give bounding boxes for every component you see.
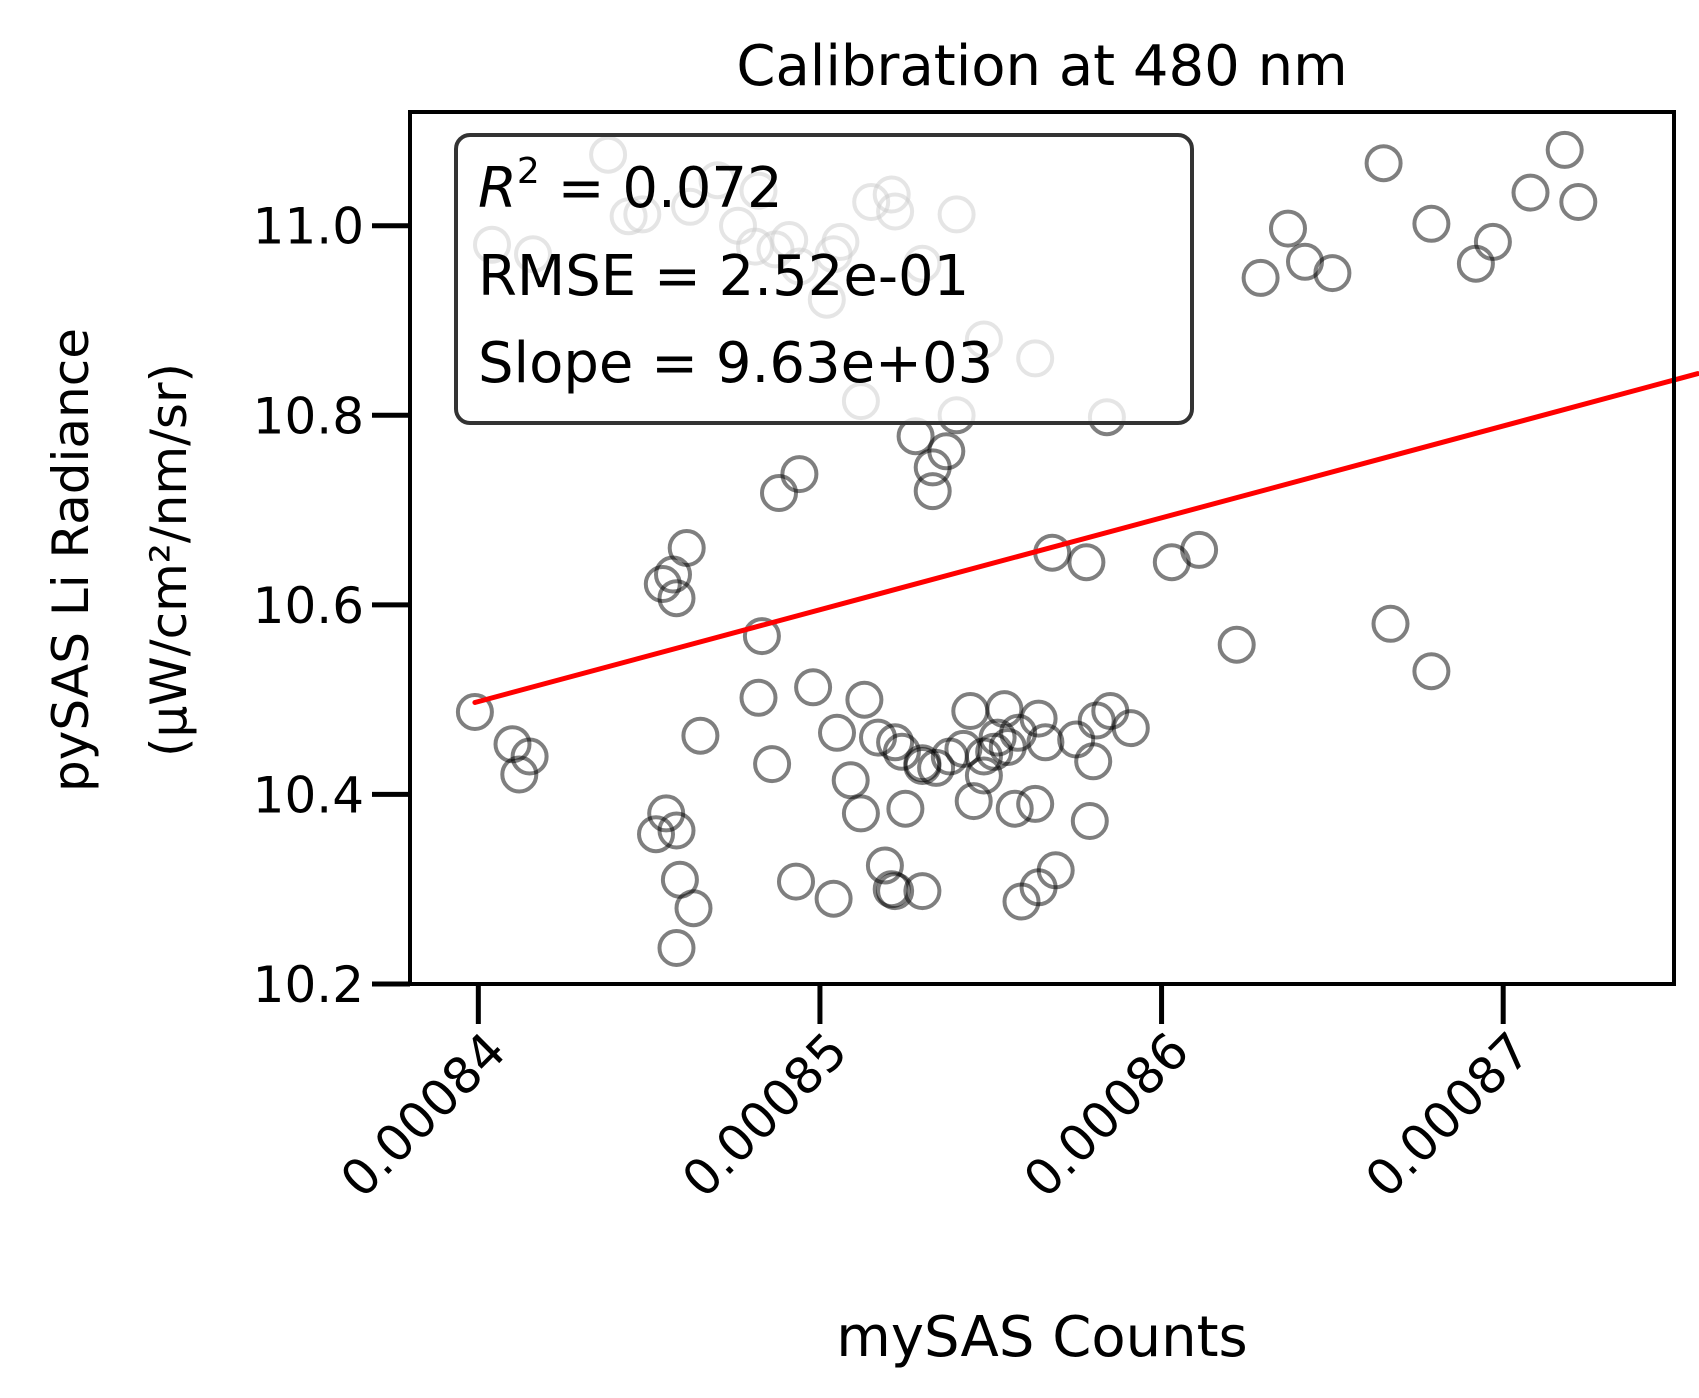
data-point [1074, 742, 1113, 781]
data-point [917, 748, 956, 787]
data-point [845, 680, 884, 719]
data-point [510, 737, 549, 776]
y-axis-label-line1: pySAS Li Radiance [42, 328, 100, 792]
data-point [674, 889, 713, 928]
data-point [903, 872, 942, 911]
data-point [865, 846, 904, 885]
y-tick-label: 10.8 [253, 387, 364, 445]
data-point [1456, 244, 1495, 283]
data-point [1070, 802, 1109, 840]
data-point [831, 761, 870, 800]
data-point [1364, 144, 1403, 183]
stats-slope: Slope = 9.63e+03 [478, 331, 993, 396]
data-point [1545, 130, 1584, 169]
data-point [753, 745, 792, 784]
data-point [777, 862, 815, 901]
chart-title: Calibration at 480 nm [736, 34, 1347, 99]
data-point [1473, 222, 1512, 261]
stats-r2: R2 = 0.072 [478, 151, 783, 221]
stats-r2-value: = 0.072 [540, 156, 783, 221]
data-point [999, 713, 1038, 752]
data-point [643, 565, 682, 603]
data-point [841, 794, 880, 833]
stats-box: R2 = 0.072 RMSE = 2.52e-01 Slope = 9.63e… [454, 133, 1194, 425]
y-tick-label: 10.2 [253, 956, 364, 1014]
data-point [913, 472, 952, 511]
stats-r2-superscript: 2 [517, 151, 540, 192]
data-point [1057, 720, 1096, 759]
data-point [818, 713, 856, 752]
stats-rmse: RMSE = 2.52e-01 [478, 244, 969, 309]
x-axis-ticks: 0.00084 0.00085 0.00086 0.00087 [330, 984, 1542, 1209]
stats-r2-symbol: R [478, 156, 517, 221]
data-point [1371, 604, 1410, 643]
data-point [1313, 254, 1352, 293]
data-point [951, 692, 990, 730]
data-point [1217, 625, 1256, 664]
x-tick-label: 0.00086 [1013, 1021, 1200, 1208]
data-point [876, 723, 915, 762]
data-point [978, 718, 1017, 757]
data-point [814, 879, 853, 918]
data-point [654, 555, 692, 594]
data-point [1269, 209, 1307, 248]
data-point [1511, 173, 1550, 212]
data-point [1036, 851, 1075, 890]
data-point [886, 789, 925, 828]
y-axis-ticks: 10.2 10.4 10.6 10.8 11.0 [253, 198, 410, 1014]
data-point [455, 693, 494, 731]
data-point [1019, 699, 1058, 738]
data-point [742, 617, 781, 656]
data-point [760, 474, 798, 512]
y-axis-label-line2: (µW/cm²/nm/sr) [140, 363, 198, 757]
data-point [995, 789, 1034, 828]
data-point [739, 678, 778, 717]
data-point [1111, 709, 1150, 748]
data-point [657, 811, 696, 850]
data-point [882, 732, 921, 771]
data-point [667, 529, 706, 567]
data-point [1016, 784, 1055, 823]
y-tick-label: 11.0 [253, 198, 364, 256]
y-axis-label: pySAS Li Radiance (µW/cm²/nm/sr) [42, 328, 198, 792]
x-tick-label: 0.00085 [671, 1021, 858, 1208]
data-point [1412, 204, 1451, 243]
data-point [903, 747, 942, 785]
data-point [876, 872, 915, 911]
x-axis-label: mySAS Counts [836, 1305, 1247, 1370]
data-point [927, 432, 966, 471]
plot-frame [408, 110, 1676, 986]
data-point [657, 579, 696, 618]
data-point [964, 756, 1003, 795]
data-point [1026, 723, 1065, 762]
data-point [1412, 652, 1451, 691]
fit-line [472, 371, 1699, 705]
y-tick-label: 10.6 [253, 577, 364, 635]
y-tick-label: 10.4 [253, 766, 364, 824]
data-point [954, 782, 993, 821]
data-point [794, 668, 833, 707]
data-point [657, 929, 696, 967]
x-tick-label: 0.00084 [330, 1021, 517, 1208]
data-point [1241, 258, 1280, 297]
stats-box-frame [454, 133, 1194, 425]
data-point [681, 716, 720, 755]
data-point [944, 729, 983, 768]
data-point [500, 755, 539, 794]
data-point [780, 455, 819, 494]
data-point [1180, 530, 1219, 569]
x-tick-label: 0.00087 [1354, 1021, 1541, 1208]
data-point [1559, 183, 1598, 221]
data-point [637, 815, 675, 854]
data-point [1067, 543, 1106, 582]
